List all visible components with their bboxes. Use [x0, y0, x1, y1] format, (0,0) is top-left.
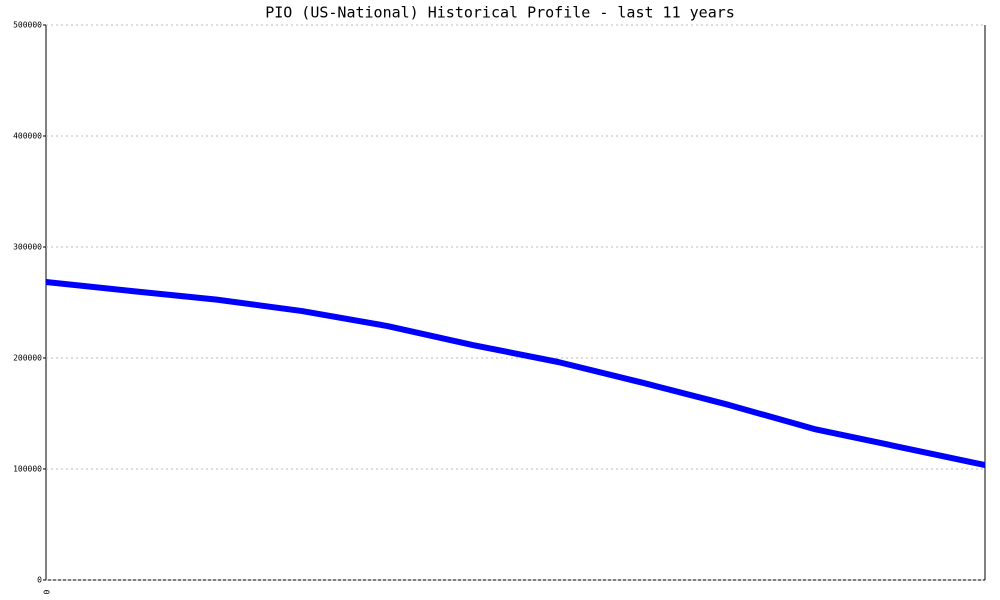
y-tick-label: 100000	[13, 465, 42, 474]
y-tick-label: 400000	[13, 132, 42, 141]
y-tick-label: 200000	[13, 354, 42, 363]
x-tick-label: 0	[42, 590, 51, 595]
line	[45, 278, 986, 468]
y-tick-label: 500000	[13, 21, 42, 30]
chart-title: PIO (US-National) Historical Profile - l…	[265, 4, 735, 22]
y-tick-label: 0	[37, 576, 42, 585]
y-tick-label: 300000	[13, 243, 42, 252]
